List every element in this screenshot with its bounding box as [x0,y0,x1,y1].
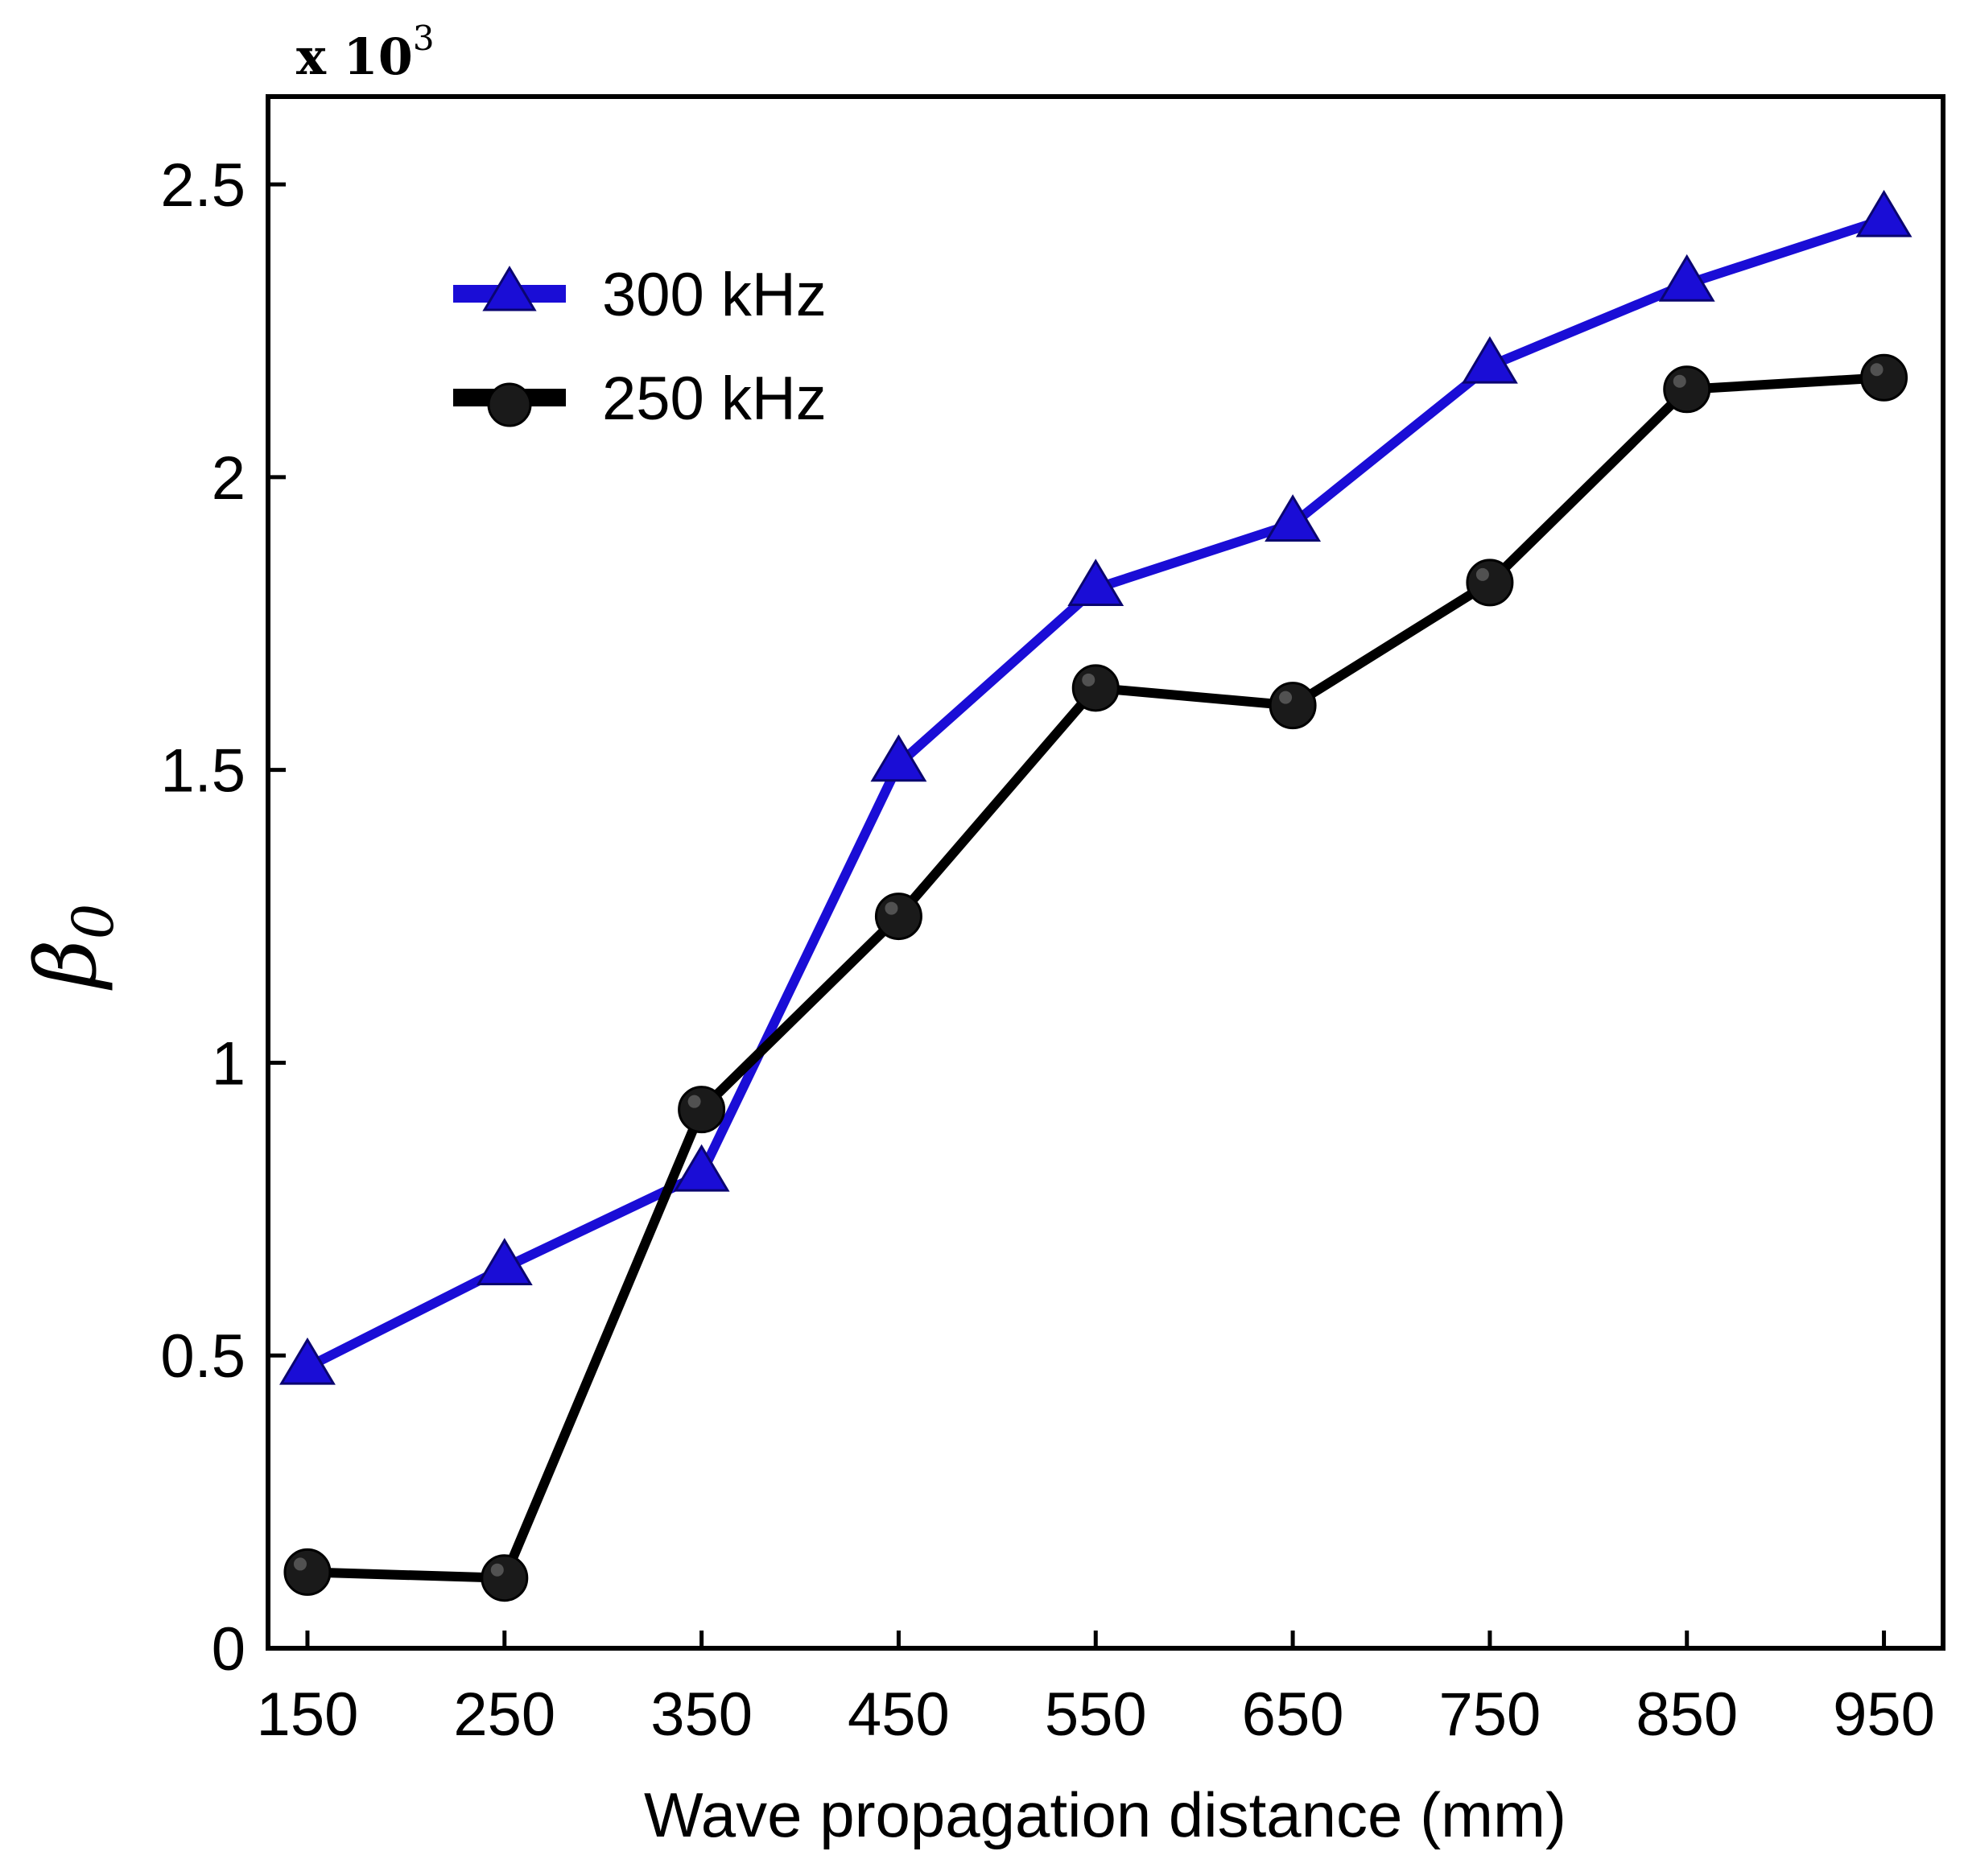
data-point-0-3 [870,734,927,782]
data-point-1-5 [1269,682,1317,730]
x-tick-label: 550 [1045,1680,1147,1749]
legend-label-250khz: 250 kHz [602,365,827,433]
x-tick-label: 450 [848,1680,950,1749]
x-tick-label: 150 [257,1680,359,1749]
data-point-highlight [885,901,898,915]
series-lines [302,214,1889,1583]
data-point-highlight [1279,691,1293,704]
data-point-0-1 [476,1238,533,1285]
x-tick-label: 950 [1833,1680,1935,1749]
y-tick-label: 1.5 [160,737,246,806]
data-point-0-0 [279,1337,336,1385]
data-point-0-2 [673,1144,730,1192]
data-point-1-3 [874,893,922,941]
x-tick-label: 250 [453,1680,555,1749]
y-tick-label: 1 [212,1029,246,1098]
y-tick-label: 2.5 [160,151,246,220]
y-tick-label: 2 [212,444,246,513]
data-point-1-8 [1860,353,1908,402]
data-point-highlight [1673,374,1686,388]
x-axis-ticks: 150 250 350 450 550 650 750 850 950 [257,1631,1935,1749]
x-tick-label: 850 [1636,1680,1738,1749]
y-axis-title-symbol: β [17,939,115,991]
data-point-highlight [1870,363,1884,377]
y-tick-label: 0.5 [160,1322,246,1391]
data-point-1-4 [1071,664,1120,712]
data-point-0-5 [1265,494,1322,542]
y-multiplier-exponent: 3 [413,19,435,58]
data-point-0-7 [1658,254,1715,302]
legend: 300 kHz 250 kHz [453,261,827,433]
x-axis-title: Wave propagation distance (mm) [644,1779,1566,1850]
plot-area-frame [266,94,1945,1651]
y-multiplier-label: x 103 [296,19,435,86]
data-point-1-6 [1466,559,1514,607]
series-markers [279,189,1912,1602]
data-point-highlight [1475,567,1489,581]
x-tick-label: 350 [650,1680,753,1749]
x-tick-label: 650 [1242,1680,1344,1749]
data-point-highlight [293,1557,307,1571]
data-point-0-4 [1067,559,1124,607]
data-point-1-7 [1663,365,1711,414]
data-point-highlight [687,1095,701,1108]
data-point-1-0 [283,1548,332,1596]
data-point-highlight [490,1563,504,1577]
data-point-0-8 [1855,189,1912,237]
data-point-highlight [1082,673,1095,686]
y-multiplier-base: x 10 [296,27,413,86]
data-point-0-6 [1461,336,1518,384]
y-axis-title-subscript: 0 [60,904,126,940]
legend-marker-250khz [487,382,532,427]
legend-marker-300khz [482,266,537,311]
y-axis-ticks: 0 0.5 1 1.5 2 2.5 [160,151,286,1684]
series-line-1 [302,373,1889,1583]
data-point-1-2 [678,1086,726,1134]
y-axis-title: β0 [17,904,126,992]
x-tick-label: 750 [1438,1680,1541,1749]
legend-label-300khz: 300 kHz [602,261,827,329]
y-tick-label: 0 [212,1615,246,1684]
data-point-1-1 [481,1554,529,1602]
